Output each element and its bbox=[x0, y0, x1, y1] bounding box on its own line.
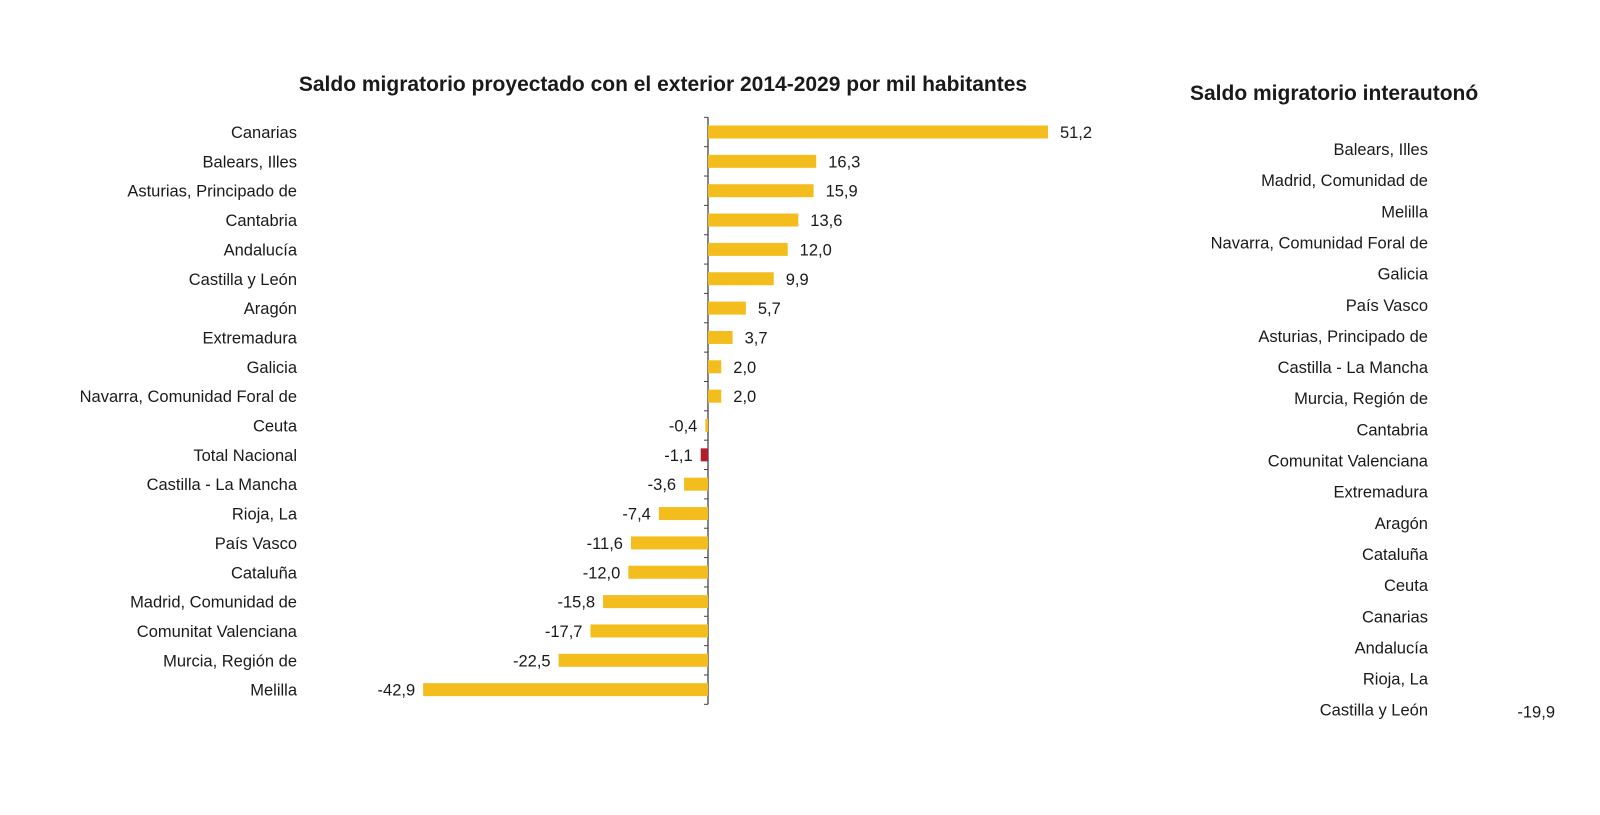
chart-2-category-label: Murcia, Región de bbox=[1294, 390, 1428, 408]
chart-1-category-label: Navarra, Comunidad Foral de bbox=[80, 388, 297, 406]
chart-2-category-label: Andalucía bbox=[1355, 639, 1429, 657]
chart-2-data-label: -19,9 bbox=[1517, 704, 1555, 722]
chart-1-data-label: 15,9 bbox=[826, 183, 858, 201]
chart-2: Balears, Illes Madrid, Comunidad de Melill… bbox=[1211, 141, 1555, 722]
chart-1-data-label: 3,7 bbox=[745, 329, 768, 347]
chart-1-data-label: -15,8 bbox=[557, 594, 595, 612]
chart-1-bar bbox=[708, 389, 722, 403]
chart-1-bar bbox=[590, 624, 708, 638]
chart-2-category-label: Comunitat Valenciana bbox=[1268, 453, 1429, 471]
chart-1-data-label: -3,6 bbox=[648, 476, 676, 494]
chart-1-data-label: 12,0 bbox=[800, 241, 832, 259]
chart-1-data-label: -42,9 bbox=[378, 682, 416, 700]
chart-2-category-label: Canarias bbox=[1362, 608, 1428, 626]
chart-1-category-label: Andalucía bbox=[224, 241, 298, 259]
chart-1-category-label: Murcia, Región de bbox=[163, 652, 297, 670]
chart-1-bar bbox=[705, 419, 708, 432]
chart-2-category-label: Asturias, Principado de bbox=[1258, 328, 1428, 346]
chart-1-category-label: Balears, Illes bbox=[203, 153, 297, 171]
chart-1-category-label: Melilla bbox=[250, 682, 298, 700]
chart-1-data-label: 2,0 bbox=[733, 359, 756, 377]
chart-2-category-label: Madrid, Comunidad de bbox=[1261, 172, 1428, 190]
chart-1-bar bbox=[603, 595, 708, 609]
chart-2-category-label: Cantabria bbox=[1356, 421, 1428, 439]
chart-2-category-label: Galicia bbox=[1378, 266, 1429, 284]
chart-1-category-label: Canarias bbox=[231, 124, 297, 142]
chart-1-bar bbox=[628, 565, 708, 579]
chart-1-bar bbox=[708, 213, 799, 227]
chart-2-category-label: Extremadura bbox=[1334, 484, 1429, 502]
chart-1-data-label: 51,2 bbox=[1060, 124, 1092, 142]
chart-2-category-label: Navarra, Comunidad Foral de bbox=[1211, 234, 1428, 252]
chart-1-data-label: -17,7 bbox=[545, 623, 583, 641]
chart-2-category-label: Rioja, La bbox=[1363, 671, 1429, 689]
chart-1-bar bbox=[708, 154, 817, 168]
chart-1-bar bbox=[684, 477, 708, 491]
chart-1-data-label: 16,3 bbox=[828, 153, 860, 171]
chart-1-bar bbox=[708, 242, 788, 256]
chart-1-data-label: -7,4 bbox=[622, 506, 650, 524]
chart-1-bar bbox=[700, 448, 708, 462]
chart-2-category-label: Castilla - La Mancha bbox=[1278, 359, 1429, 377]
chart-1-data-label: 5,7 bbox=[758, 300, 781, 318]
chart-1-category-label: Extremadura bbox=[203, 329, 298, 347]
chart-1-category-label: Madrid, Comunidad de bbox=[130, 594, 297, 612]
chart-1-data-label: 2,0 bbox=[733, 388, 756, 406]
chart-2-category-label: Cataluña bbox=[1362, 546, 1429, 564]
chart-1-bar bbox=[708, 272, 774, 286]
chart-1-bar bbox=[708, 184, 814, 198]
chart-1-data-label: 13,6 bbox=[810, 212, 842, 230]
chart-1-title: Saldo migratorio proyectado con el exter… bbox=[299, 73, 1027, 96]
chart-1-bar bbox=[630, 536, 708, 550]
chart-1-data-label: -11,6 bbox=[587, 535, 623, 553]
chart-1-category-label: País Vasco bbox=[215, 535, 297, 553]
chart-1-category-label: Cantabria bbox=[225, 212, 297, 230]
chart-2-title: Saldo migratorio interautonó bbox=[1190, 82, 1478, 105]
chart-1-bar bbox=[558, 653, 708, 667]
chart-2-category-label: Aragón bbox=[1375, 515, 1428, 533]
chart-1-category-label: Galicia bbox=[247, 359, 298, 377]
chart-1-category-label: Aragón bbox=[244, 300, 297, 318]
chart-1-data-label: -22,5 bbox=[513, 652, 551, 670]
chart-1-category-label: Asturias, Principado de bbox=[127, 183, 297, 201]
chart-1-bar bbox=[708, 301, 746, 315]
chart-1-category-label: Cataluña bbox=[231, 564, 298, 582]
chart-1: Canarias 51,2 Balears, Illes 16,3 Asturias, … bbox=[80, 116, 1092, 705]
chart-1-category-label: Comunitat Valenciana bbox=[137, 623, 298, 641]
chart-2-category-label: Balears, Illes bbox=[1334, 141, 1428, 159]
chart-1-category-label: Rioja, La bbox=[232, 506, 298, 524]
chart-2-category-label: Castilla y León bbox=[1320, 702, 1428, 720]
chart-1-category-label: Total Nacional bbox=[193, 447, 297, 465]
chart-2-category-label: País Vasco bbox=[1346, 297, 1428, 315]
chart-1-data-label: -12,0 bbox=[583, 564, 621, 582]
chart-1-category-label: Castilla y León bbox=[189, 271, 297, 289]
chart-1-category-label: Castilla - La Mancha bbox=[147, 476, 298, 494]
chart-1-bar bbox=[423, 683, 708, 697]
chart-1-bar bbox=[708, 125, 1048, 139]
chart-1-data-label: -0,4 bbox=[669, 418, 697, 436]
chart-1-data-label: -1,1 bbox=[664, 447, 692, 465]
chart-1-bar bbox=[708, 360, 722, 374]
chart-1-category-label: Ceuta bbox=[253, 418, 298, 436]
chart-1-data-label: 9,9 bbox=[786, 271, 809, 289]
chart-2-category-label: Ceuta bbox=[1384, 577, 1429, 595]
chart-2-category-label: Melilla bbox=[1381, 203, 1429, 221]
chart-1-bar bbox=[708, 330, 733, 344]
chart-1-bar bbox=[658, 507, 708, 521]
